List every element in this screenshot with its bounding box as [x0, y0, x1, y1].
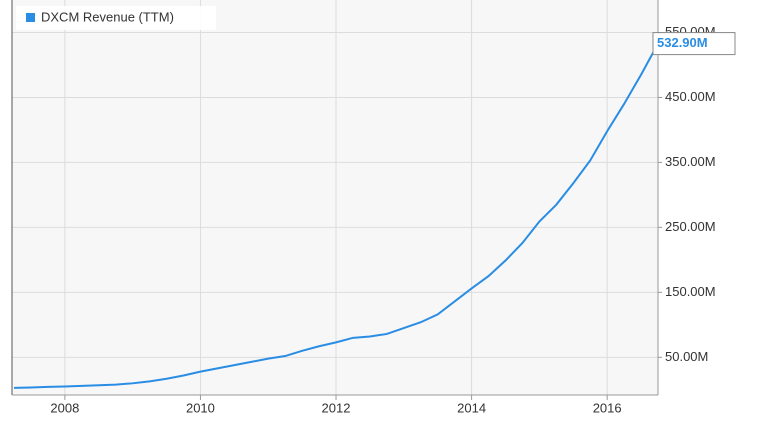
x-tick-label: 2016 — [593, 400, 622, 415]
value-label-box — [652, 32, 736, 56]
x-tick-label: 2012 — [322, 400, 351, 415]
series-line — [14, 43, 659, 389]
plot-area — [12, 0, 658, 395]
x-tick-label: 2014 — [457, 400, 486, 415]
value-label: 532.90M — [657, 35, 708, 50]
y-tick-label: 250.00M — [665, 219, 716, 234]
y-tick-label: 50.00M — [665, 349, 708, 364]
y-tick-label: 350.00M — [665, 154, 716, 169]
legend-swatch — [26, 13, 35, 22]
legend-box — [16, 6, 216, 30]
legend-label: DXCM Revenue (TTM) — [41, 9, 174, 24]
y-tick-label: 150.00M — [665, 284, 716, 299]
x-tick-label: 2010 — [186, 400, 215, 415]
x-tick-label: 2008 — [50, 400, 79, 415]
y-tick-label: 450.00M — [665, 89, 716, 104]
